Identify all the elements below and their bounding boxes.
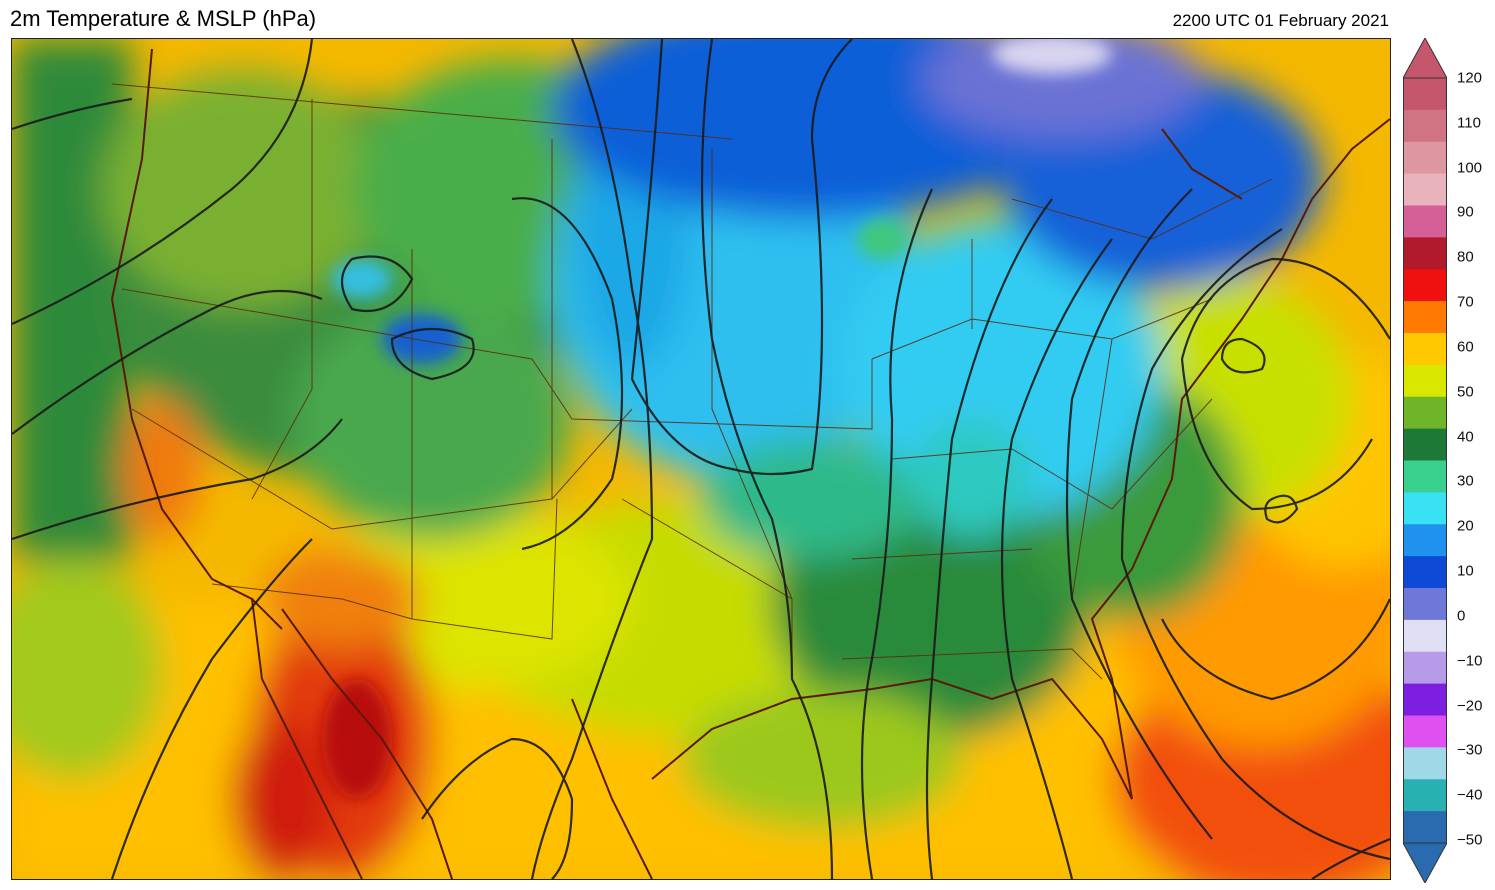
colorbar-segment <box>1403 301 1447 334</box>
temperature-map[interactable] <box>11 38 1391 880</box>
temperature-colorbar <box>1402 36 1448 885</box>
colorbar-tick-label: −10 <box>1457 652 1483 670</box>
colorbar-segment <box>1403 588 1447 621</box>
colorbar-svg <box>1402 36 1448 885</box>
coastlines <box>110 48 1390 879</box>
colorbar-lower-arrow <box>1402 842 1448 885</box>
colorbar-segment <box>1403 141 1447 175</box>
colorbar-segment <box>1403 396 1447 430</box>
colorbar-tick-label: −50 <box>1457 831 1483 849</box>
colorbar-segment <box>1403 811 1447 844</box>
valid-time: 2200 UTC 01 February 2021 <box>1172 11 1389 30</box>
colorbar-tick-label: 60 <box>1457 338 1474 356</box>
colorbar-segment <box>1403 619 1447 653</box>
colorbar-tick-label: 50 <box>1457 383 1474 401</box>
colorbar-segment <box>1403 683 1447 716</box>
temperature-detail <box>322 39 1112 799</box>
colorbar-tick-label: 30 <box>1457 472 1474 490</box>
colorbar-segment <box>1403 715 1447 748</box>
colorbar-segment <box>1403 205 1447 238</box>
colorbar-tick-label: 90 <box>1457 203 1474 221</box>
colorbar-tick-label: −20 <box>1457 697 1483 715</box>
colorbar-segment <box>1403 460 1447 493</box>
colorbar-segment <box>1403 78 1447 111</box>
colorbar-segment <box>1403 173 1447 206</box>
colorbar-tick-label: 20 <box>1457 517 1474 535</box>
colorbar-segment <box>1403 269 1447 302</box>
isobars <box>12 39 1390 879</box>
colorbar-segment <box>1403 524 1447 557</box>
colorbar-segment <box>1403 333 1447 366</box>
colorbar-tick-label: 110 <box>1457 114 1481 132</box>
colorbar-segment <box>1403 556 1447 589</box>
colorbar-segment <box>1403 364 1447 398</box>
colorbar-tick-label: 10 <box>1457 562 1474 580</box>
colorbar-segment <box>1403 237 1447 270</box>
colorbar-segment <box>1403 651 1447 685</box>
colorbar-segment <box>1403 779 1447 812</box>
colorbar-tick-label: 120 <box>1457 69 1483 87</box>
colorbar-segment <box>1403 492 1447 525</box>
colorbar-segment <box>1403 109 1447 143</box>
colorbar-tick-label: −40 <box>1457 786 1483 804</box>
political-borders <box>111 83 1273 680</box>
map-title: 2m Temperature & MSLP (hPa) <box>10 6 317 31</box>
colorbar-tick-label: 70 <box>1457 293 1474 311</box>
colorbar-segment <box>1403 747 1447 780</box>
colorbar-labels: 120 110 100 90 80 70 60 50 40 30 20 10 0 −10 −20 −30 −40… <box>1457 38 1495 883</box>
colorbar-tick-label: −30 <box>1457 741 1483 759</box>
colorbar-tick-label: 40 <box>1457 428 1474 446</box>
map-canvas <box>12 39 1390 879</box>
colorbar-segment <box>1403 428 1447 461</box>
colorbar-upper-arrow <box>1402 36 1448 79</box>
colorbar-tick-label: 80 <box>1457 248 1474 266</box>
colorbar-tick-label: 0 <box>1457 607 1466 625</box>
colorbar-tick-label: 100 <box>1457 159 1483 177</box>
colorbar-blocks <box>1403 77 1447 844</box>
